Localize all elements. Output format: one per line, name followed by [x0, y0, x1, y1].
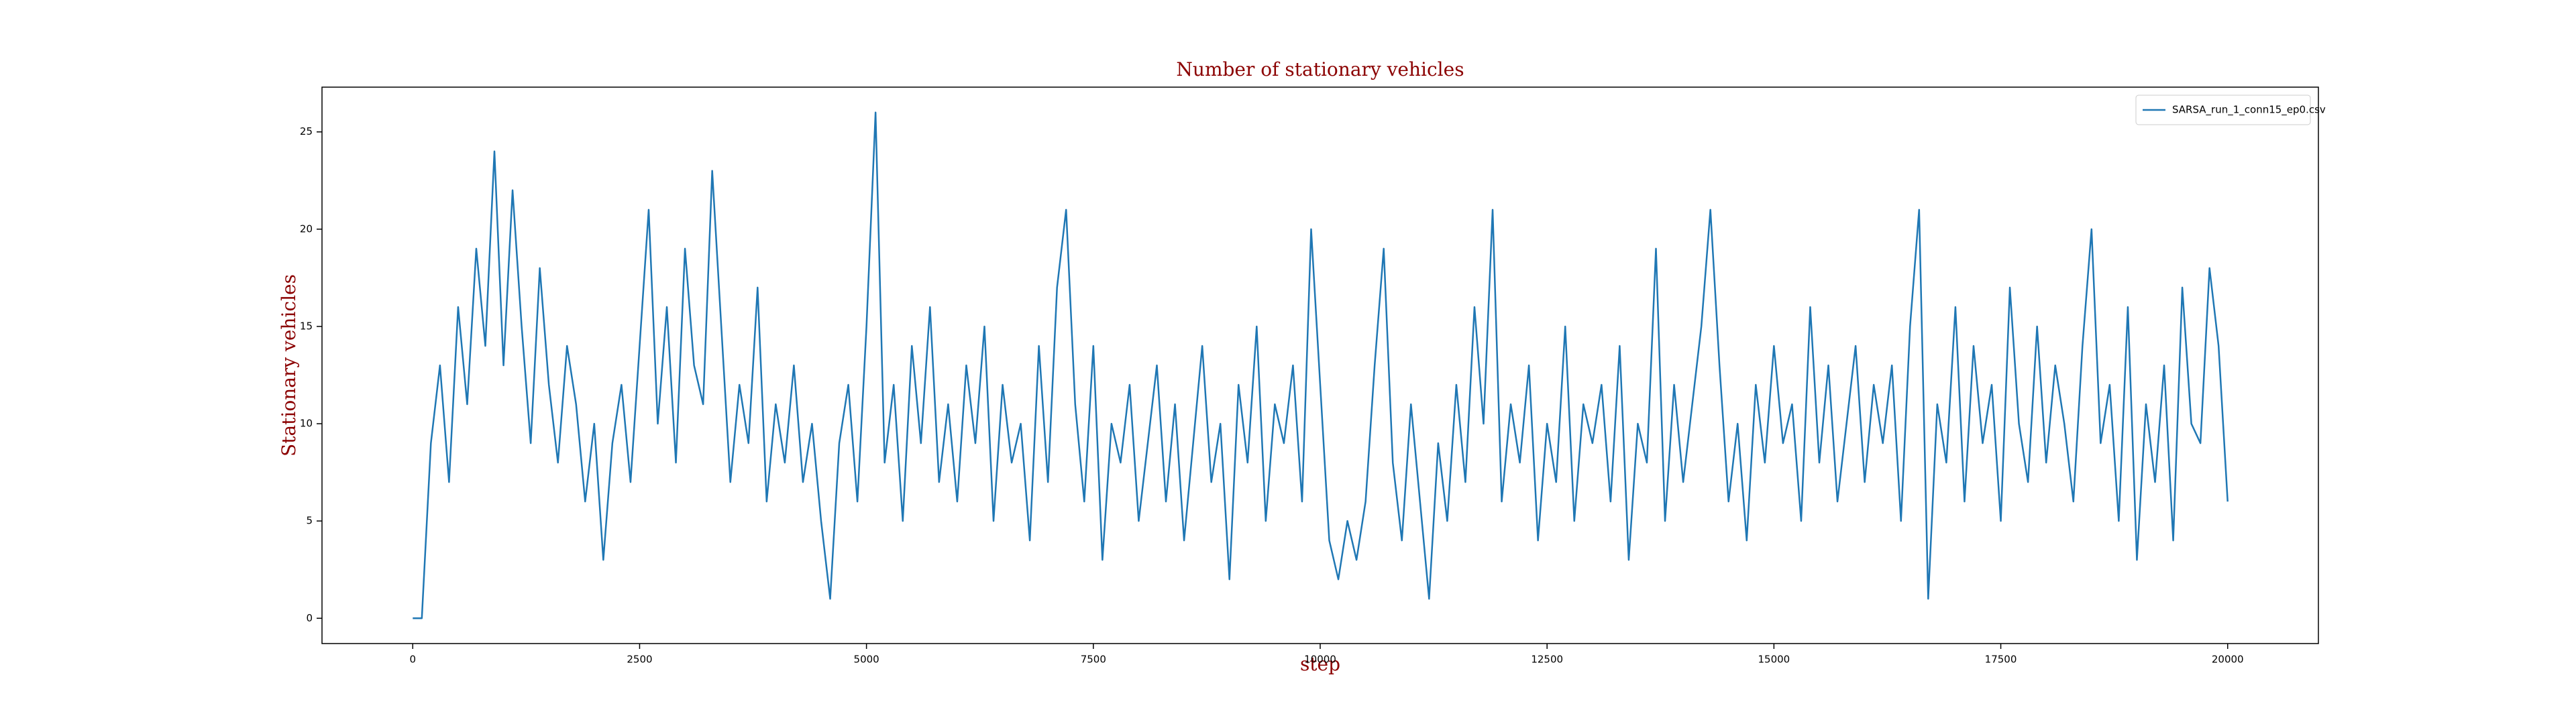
chart-title: Number of stationary vehicles: [1176, 58, 1464, 80]
data-line: [413, 111, 2229, 619]
x-tick-label: 15000: [1758, 654, 1790, 666]
x-tick-label: 0: [409, 654, 416, 666]
x-tick-label: 17500: [1985, 654, 2017, 666]
y-tick-label: 10: [300, 418, 313, 430]
plot-frame: [321, 86, 2319, 644]
y-tick-label: 15: [300, 320, 313, 332]
x-tick-label: 7500: [1081, 654, 1106, 666]
y-tick-label: 0: [306, 612, 313, 624]
y-tick-label: 20: [300, 223, 313, 235]
x-tick-label: 12500: [1531, 654, 1563, 666]
legend-label: SARSA_run_1_conn15_ep0.csv: [2172, 104, 2326, 117]
x-tick-label: 5000: [854, 654, 879, 666]
y-tick-label: 25: [300, 125, 313, 137]
y-tick-label: 5: [306, 515, 313, 527]
legend-box: [2135, 95, 2311, 125]
x-tick-label: 20000: [2212, 654, 2244, 666]
y-axis-label: Stationary vehicles: [278, 274, 300, 457]
x-tick-label: 10000: [1304, 654, 1336, 666]
x-tick-label: 2500: [627, 654, 652, 666]
x-axis-label: step: [1300, 653, 1340, 675]
